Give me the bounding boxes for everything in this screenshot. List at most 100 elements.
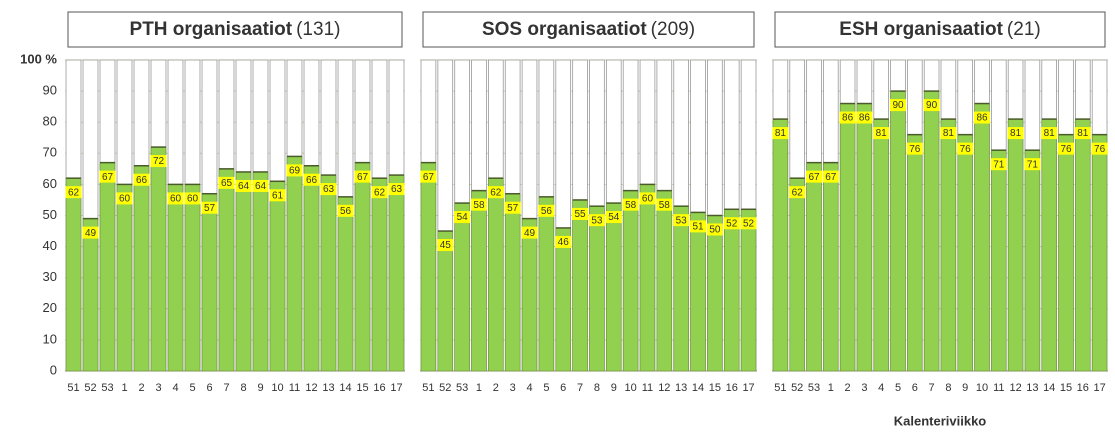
value-label-box <box>354 170 371 183</box>
x-tick-label: 4 <box>878 382 884 394</box>
bar <box>82 218 99 372</box>
x-tick-label: 9 <box>611 382 617 394</box>
value-label-box <box>1074 127 1091 140</box>
value-label: 63 <box>323 184 335 195</box>
value-label-box <box>521 226 538 239</box>
x-tick-label: 8 <box>240 382 246 394</box>
bar <box>420 162 437 372</box>
x-tick-label: 52 <box>84 382 96 394</box>
value-label: 52 <box>743 218 755 229</box>
value-label-box <box>1007 127 1024 140</box>
value-label: 54 <box>608 212 620 223</box>
x-tick-label: 13 <box>1026 382 1038 394</box>
y-tick-label: 20 <box>43 300 57 315</box>
x-tick-label: 3 <box>861 382 867 394</box>
value-label: 66 <box>306 175 318 186</box>
bar <box>437 230 453 372</box>
x-tick-label: 8 <box>945 382 951 394</box>
x-tick-label: 6 <box>912 382 918 394</box>
x-tick-label: 6 <box>206 382 212 394</box>
value-label: 50 <box>709 225 721 236</box>
bar <box>286 156 303 372</box>
bar <box>772 118 789 372</box>
value-label-box <box>706 223 723 236</box>
value-label: 90 <box>926 100 938 111</box>
x-tick-label: 17 <box>1093 382 1105 394</box>
value-label-box <box>723 217 740 230</box>
value-label: 76 <box>960 144 972 155</box>
x-tick-label: 16 <box>373 382 385 394</box>
x-tick-label: 7 <box>929 382 935 394</box>
bar <box>589 205 605 372</box>
value-label-box <box>286 164 303 177</box>
panel-title: PTH organisaatiot (131) <box>130 19 341 40</box>
value-label-box <box>269 189 286 202</box>
value-label: 81 <box>1010 128 1022 139</box>
value-label-box <box>133 173 150 186</box>
value-label: 60 <box>170 194 182 205</box>
x-tick-label: 10 <box>625 382 637 394</box>
x-tick-label: 12 <box>305 382 317 394</box>
x-tick-label: 13 <box>675 382 687 394</box>
value-label: 53 <box>676 215 688 226</box>
value-label: 62 <box>490 187 502 198</box>
bar <box>471 190 487 372</box>
value-label: 71 <box>1027 159 1039 170</box>
x-tick-label: 14 <box>339 382 351 394</box>
bar <box>873 118 889 372</box>
value-label: 63 <box>391 184 403 195</box>
bar <box>184 184 201 372</box>
x-tick-label: 17 <box>390 382 402 394</box>
bar <box>337 196 354 372</box>
x-axis-label: Kalenteriviikko <box>894 413 987 428</box>
value-label-box <box>504 201 521 214</box>
bar <box>388 174 405 372</box>
value-label: 45 <box>440 240 452 251</box>
value-label: 69 <box>289 166 301 177</box>
panel-title-name: ESH organisaatiot <box>839 19 1003 40</box>
x-tick-label: 14 <box>1043 382 1055 394</box>
value-label: 90 <box>892 100 904 111</box>
bar <box>303 165 320 372</box>
value-label-box <box>822 170 839 183</box>
bar <box>65 177 82 372</box>
bar <box>572 199 588 372</box>
value-label: 51 <box>692 222 704 233</box>
y-tick-label: 90 <box>43 83 57 98</box>
value-label: 64 <box>255 181 267 192</box>
title-box <box>774 11 1106 48</box>
y-tick-label: 10 <box>43 331 57 346</box>
bar <box>639 184 656 372</box>
bar <box>269 180 286 372</box>
bar <box>488 177 504 372</box>
bar <box>856 103 873 372</box>
x-tick-label: 7 <box>577 382 583 394</box>
value-label-box <box>388 183 405 196</box>
x-tick-label: 1 <box>476 382 482 394</box>
value-label-box <box>470 198 487 211</box>
x-tick-label: 53 <box>808 382 820 394</box>
bar <box>354 162 371 372</box>
bar <box>1091 134 1108 372</box>
x-tick-label: 2 <box>493 382 499 394</box>
x-tick-label: 2 <box>845 382 851 394</box>
value-label-box <box>1058 142 1074 155</box>
x-tick-label: 10 <box>976 382 988 394</box>
bar <box>890 90 906 372</box>
x-tick-label: 16 <box>726 382 738 394</box>
value-label-box <box>201 201 218 214</box>
bar <box>690 212 706 372</box>
x-tick-label: 11 <box>993 382 1004 394</box>
value-label: 52 <box>726 218 738 229</box>
x-tick-label: 5 <box>543 382 549 394</box>
x-tick-label: 11 <box>289 382 300 394</box>
value-label-box <box>337 204 354 217</box>
value-label: 67 <box>423 172 435 183</box>
bar <box>167 184 184 372</box>
value-label-box <box>1041 127 1058 140</box>
bar <box>707 215 723 372</box>
x-tick-label: 53 <box>456 382 468 394</box>
bar <box>622 190 639 372</box>
value-label: 62 <box>374 187 386 198</box>
y-tick-label: 60 <box>43 176 57 191</box>
